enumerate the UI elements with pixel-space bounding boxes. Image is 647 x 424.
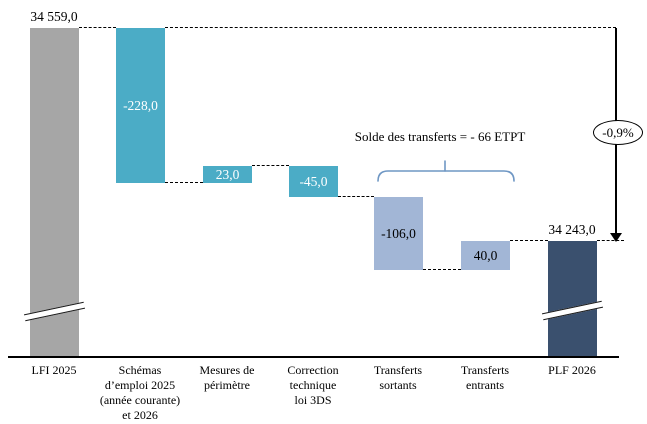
category-label-transferts-sortants: Transferts sortants [373, 363, 423, 392]
connector-line-34331 [165, 182, 203, 183]
value-label-plf-2026: 34 243,0 [548, 222, 596, 237]
bar-schemas-emploi: -228,0 [116, 28, 165, 183]
connector-line-34354 [252, 165, 289, 166]
value-label-transferts-sortants: -106,0 [381, 225, 416, 241]
category-label-mesures-perimetre: Mesures de périmètre [199, 363, 255, 392]
bar-transferts-entrants: 40,0 [461, 241, 510, 270]
percent-change-badge: -0,9% [593, 120, 643, 145]
value-label-schemas-emploi: -228,0 [123, 97, 158, 113]
category-label-plf-2026: PLF 2026 [548, 363, 596, 377]
bar-plf-2026 [548, 241, 597, 357]
value-label-transferts-entrants: 40,0 [473, 247, 498, 263]
connector-line-34309 [338, 196, 374, 197]
connector-line-34203 [423, 269, 461, 270]
transfers-brace-label: Solde des transferts = - 66 ETPT [354, 129, 526, 144]
category-label-lfi-2025: LFI 2025 [31, 363, 77, 377]
category-label-correction-3ds: Correction technique loi 3DS [287, 363, 339, 407]
value-label-mesures-perimetre: 23,0 [215, 166, 240, 182]
bar-correction-3ds: -45,0 [289, 166, 338, 197]
bar-lfi-2025 [30, 28, 79, 357]
value-label-lfi-2025: 34 559,0 [30, 9, 78, 24]
value-label-correction-3ds: -45,0 [299, 173, 328, 189]
bar-transferts-sortants: -106,0 [374, 197, 423, 270]
category-label-schemas-emploi: Schémas d’emploi 2025 (année courante) e… [99, 363, 181, 422]
connector-line-top-1 [79, 27, 116, 28]
decrease-arrow-head-icon [610, 233, 622, 242]
x-axis-line [8, 356, 619, 358]
bar-mesures-perimetre: 23,0 [203, 166, 252, 183]
connector-line-34243-left [510, 240, 548, 241]
category-label-transferts-entrants: Transferts entrants [460, 363, 510, 392]
connector-line-top-2 [165, 27, 616, 28]
transfers-brace-icon [377, 160, 515, 182]
